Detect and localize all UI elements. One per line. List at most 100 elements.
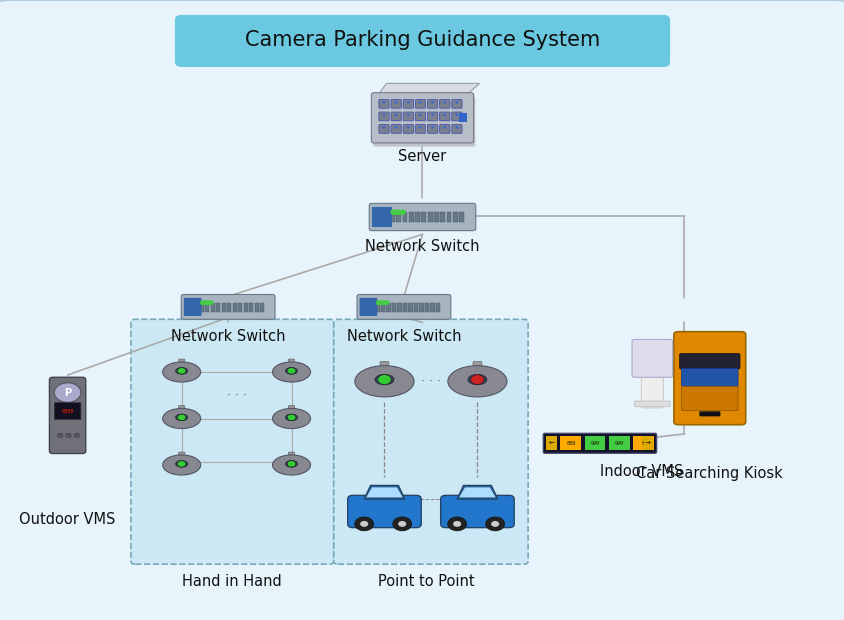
Circle shape (406, 126, 409, 128)
Circle shape (394, 210, 402, 215)
FancyBboxPatch shape (356, 294, 451, 319)
FancyBboxPatch shape (560, 436, 581, 450)
FancyBboxPatch shape (373, 96, 474, 146)
FancyBboxPatch shape (427, 212, 432, 222)
Circle shape (382, 101, 385, 104)
Text: Hand in Hand: Hand in Hand (182, 574, 282, 588)
Circle shape (379, 300, 386, 305)
FancyBboxPatch shape (634, 401, 669, 407)
FancyBboxPatch shape (178, 359, 185, 367)
FancyBboxPatch shape (386, 303, 390, 311)
Circle shape (382, 114, 385, 116)
Text: →: → (643, 440, 649, 446)
FancyBboxPatch shape (370, 303, 374, 311)
Circle shape (406, 114, 409, 116)
Circle shape (177, 461, 186, 467)
Ellipse shape (163, 409, 201, 428)
FancyBboxPatch shape (427, 112, 437, 121)
FancyBboxPatch shape (439, 112, 449, 121)
FancyBboxPatch shape (545, 436, 556, 450)
FancyBboxPatch shape (227, 303, 231, 311)
Ellipse shape (163, 362, 201, 382)
FancyBboxPatch shape (377, 212, 381, 222)
Polygon shape (378, 83, 479, 94)
FancyBboxPatch shape (131, 319, 333, 564)
Circle shape (452, 521, 461, 527)
Text: · · ·: · · · (226, 389, 246, 402)
FancyBboxPatch shape (378, 112, 389, 121)
FancyBboxPatch shape (415, 112, 425, 121)
Circle shape (394, 101, 398, 104)
FancyBboxPatch shape (392, 303, 396, 311)
Circle shape (470, 374, 484, 384)
FancyBboxPatch shape (369, 203, 475, 231)
FancyBboxPatch shape (371, 207, 392, 227)
FancyBboxPatch shape (205, 303, 209, 311)
Ellipse shape (285, 414, 297, 421)
Text: Point to Point: Point to Point (378, 574, 474, 588)
Circle shape (455, 126, 458, 128)
Ellipse shape (163, 455, 201, 475)
FancyBboxPatch shape (452, 112, 462, 121)
FancyBboxPatch shape (216, 303, 220, 311)
FancyBboxPatch shape (681, 386, 738, 410)
Circle shape (200, 300, 207, 305)
FancyBboxPatch shape (584, 436, 604, 450)
FancyBboxPatch shape (378, 99, 389, 108)
Circle shape (73, 433, 79, 438)
FancyBboxPatch shape (452, 125, 462, 133)
FancyBboxPatch shape (254, 303, 258, 311)
FancyBboxPatch shape (641, 348, 663, 408)
Circle shape (455, 114, 458, 116)
Circle shape (398, 210, 406, 215)
FancyBboxPatch shape (188, 303, 192, 311)
Polygon shape (365, 487, 403, 498)
Circle shape (54, 383, 81, 402)
FancyBboxPatch shape (391, 125, 401, 133)
Circle shape (203, 300, 210, 305)
FancyBboxPatch shape (364, 303, 368, 311)
Circle shape (287, 461, 295, 467)
Ellipse shape (468, 374, 486, 385)
Circle shape (430, 101, 434, 104)
Circle shape (394, 126, 398, 128)
Circle shape (443, 126, 446, 128)
FancyBboxPatch shape (632, 436, 653, 450)
Circle shape (287, 368, 295, 374)
FancyBboxPatch shape (175, 15, 669, 67)
FancyBboxPatch shape (408, 303, 412, 311)
FancyBboxPatch shape (403, 125, 413, 133)
FancyBboxPatch shape (446, 212, 451, 222)
Text: Network Switch: Network Switch (365, 239, 479, 254)
FancyBboxPatch shape (348, 495, 421, 528)
FancyBboxPatch shape (381, 303, 385, 311)
FancyBboxPatch shape (459, 113, 467, 122)
FancyBboxPatch shape (439, 125, 449, 133)
Ellipse shape (285, 368, 297, 374)
FancyBboxPatch shape (243, 303, 247, 311)
Polygon shape (364, 485, 404, 499)
Text: 999: 999 (590, 441, 598, 446)
Text: Car Searching Kiosk: Car Searching Kiosk (636, 466, 782, 481)
FancyBboxPatch shape (199, 303, 203, 311)
FancyBboxPatch shape (378, 125, 389, 133)
FancyBboxPatch shape (288, 405, 295, 414)
Ellipse shape (272, 362, 310, 382)
Text: Server: Server (398, 149, 446, 164)
Text: Network Switch: Network Switch (170, 329, 285, 343)
FancyBboxPatch shape (631, 340, 672, 377)
Ellipse shape (375, 374, 393, 385)
Text: 8888: 8888 (62, 409, 73, 414)
FancyBboxPatch shape (184, 298, 201, 316)
Circle shape (360, 521, 368, 527)
Circle shape (392, 517, 411, 531)
Text: Network Switch: Network Switch (346, 329, 461, 343)
Circle shape (455, 101, 458, 104)
FancyBboxPatch shape (396, 212, 401, 222)
Circle shape (207, 300, 214, 305)
FancyBboxPatch shape (178, 405, 185, 414)
Circle shape (57, 433, 63, 438)
FancyBboxPatch shape (440, 212, 445, 222)
FancyBboxPatch shape (414, 303, 418, 311)
FancyBboxPatch shape (414, 212, 419, 222)
